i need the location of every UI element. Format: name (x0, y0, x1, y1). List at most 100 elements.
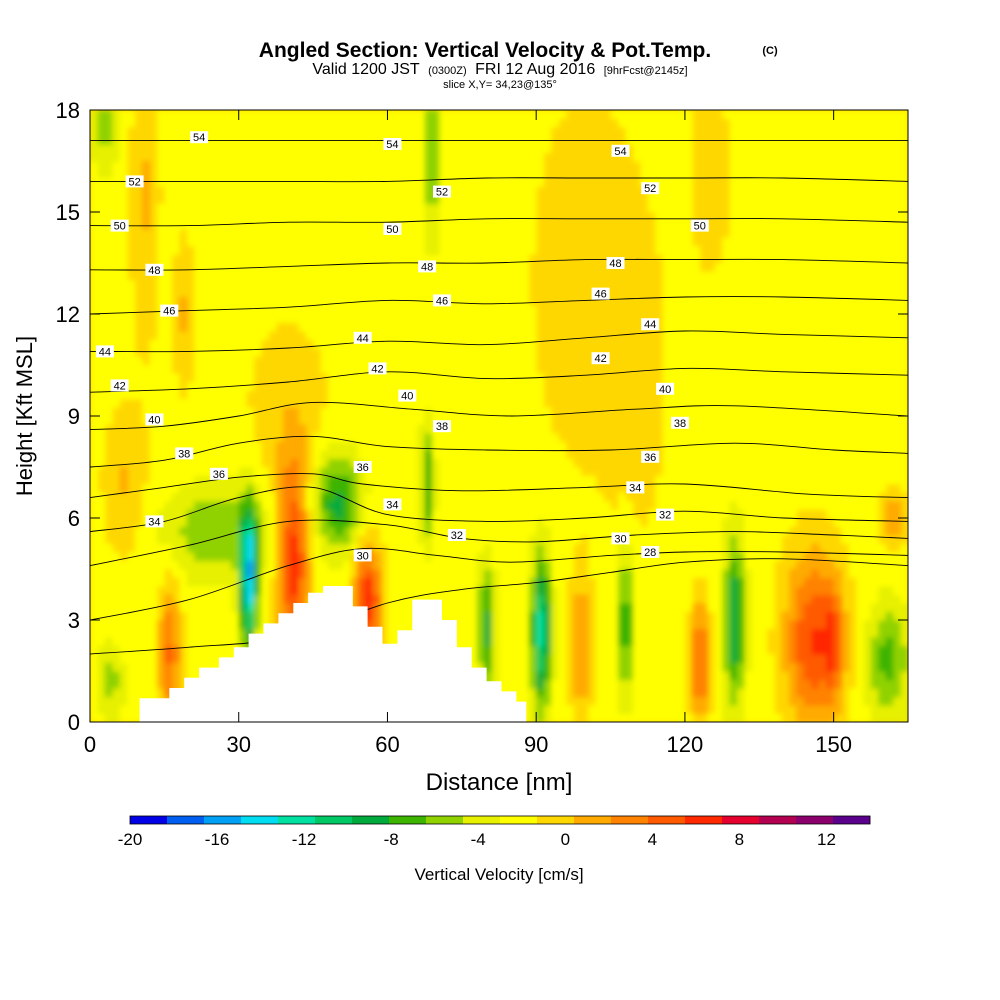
velocity-cell (707, 484, 716, 494)
velocity-cell (789, 594, 798, 604)
velocity-cell (863, 467, 872, 477)
velocity-cell (707, 577, 716, 587)
velocity-cell (127, 679, 136, 689)
velocity-cell (201, 382, 210, 392)
velocity-cell (707, 305, 716, 315)
velocity-cell (818, 271, 827, 281)
velocity-cell (387, 552, 396, 562)
velocity-cell (684, 433, 693, 443)
velocity-cell (186, 407, 195, 417)
velocity-cell (885, 577, 894, 587)
velocity-cell (580, 594, 589, 604)
velocity-cell (521, 254, 530, 264)
velocity-cell (603, 526, 612, 536)
velocity-cell (119, 288, 128, 298)
velocity-cell (796, 662, 805, 672)
velocity-cell (283, 526, 292, 536)
velocity-cell (640, 560, 649, 570)
velocity-cell (238, 407, 247, 417)
velocity-cell (253, 450, 262, 460)
velocity-cell (432, 492, 441, 502)
velocity-cell (833, 390, 842, 400)
velocity-cell (759, 263, 768, 273)
velocity-cell (848, 254, 857, 264)
velocity-cell (826, 356, 835, 366)
velocity-cell (632, 603, 641, 613)
velocity-cell (513, 348, 522, 358)
velocity-cell (90, 348, 99, 358)
velocity-cell (499, 552, 508, 562)
velocity-cell (900, 271, 908, 281)
velocity-cell (335, 424, 344, 434)
velocity-cell (231, 322, 240, 332)
velocity-cell (394, 518, 403, 528)
velocity-cell (528, 679, 537, 689)
velocity-cell (253, 509, 262, 519)
velocity-cell (521, 314, 530, 324)
velocity-cell (603, 586, 612, 596)
velocity-cell (528, 492, 537, 502)
velocity-cell (893, 475, 902, 485)
velocity-cell (335, 458, 344, 468)
velocity-cell (119, 484, 128, 494)
velocity-cell (424, 416, 433, 426)
velocity-cell (818, 467, 827, 477)
velocity-cell (402, 543, 411, 553)
velocity-cell (290, 569, 299, 579)
velocity-cell (90, 586, 99, 596)
velocity-cell (484, 492, 493, 502)
velocity-cell (789, 314, 798, 324)
velocity-cell (201, 637, 210, 647)
velocity-cell (803, 696, 812, 706)
velocity-cell (833, 637, 842, 647)
velocity-cell (729, 713, 738, 722)
velocity-cell (736, 518, 745, 528)
velocity-cell (885, 594, 894, 604)
velocity-cell (893, 280, 902, 290)
velocity-cell (766, 603, 775, 613)
velocity-cell (499, 407, 508, 417)
velocity-cell (357, 339, 366, 349)
velocity-cell (729, 382, 738, 392)
velocity-cell (119, 569, 128, 579)
velocity-cell (320, 441, 329, 451)
velocity-cell (320, 356, 329, 366)
velocity-cell (870, 450, 879, 460)
velocity-cell (521, 280, 530, 290)
velocity-cell (885, 475, 894, 485)
velocity-cell (461, 628, 470, 638)
velocity-cell (677, 475, 686, 485)
velocity-cell (238, 280, 247, 290)
velocity-cell (893, 322, 902, 332)
velocity-cell (796, 288, 805, 298)
velocity-cell (499, 628, 508, 638)
velocity-cell (818, 314, 827, 324)
velocity-cell (506, 552, 515, 562)
velocity-cell (387, 450, 396, 460)
velocity-cell (439, 280, 448, 290)
velocity-cell (707, 492, 716, 502)
velocity-cell (208, 382, 218, 392)
velocity-cell (662, 450, 671, 460)
velocity-cell (625, 671, 634, 681)
velocity-cell (380, 271, 389, 281)
velocity-cell (499, 560, 508, 570)
velocity-cell (424, 535, 433, 545)
velocity-cell (789, 305, 798, 315)
velocity-cell (432, 543, 441, 553)
velocity-cell (283, 314, 292, 324)
velocity-cell (513, 671, 522, 681)
velocity-cell (387, 263, 396, 273)
velocity-cell (536, 509, 545, 519)
velocity-cell (380, 305, 389, 315)
velocity-cell (803, 603, 812, 613)
velocity-cell (670, 705, 679, 715)
velocity-cell (350, 390, 359, 400)
velocity-cell (662, 373, 671, 383)
velocity-cell (789, 280, 798, 290)
velocity-cell (841, 382, 850, 392)
velocity-cell (625, 662, 634, 672)
velocity-cell (342, 407, 351, 417)
velocity-cell (900, 322, 908, 332)
velocity-cell (402, 433, 411, 443)
